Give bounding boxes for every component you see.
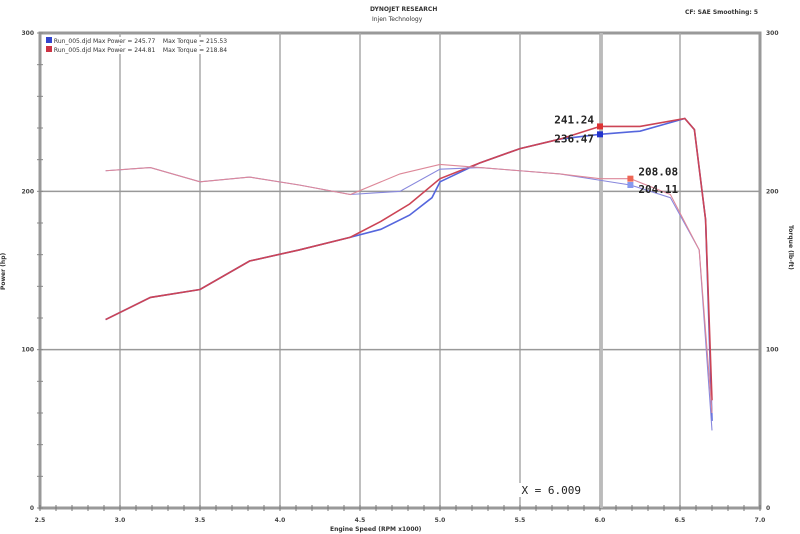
y-tick-label-left: 200 bbox=[21, 188, 34, 195]
data-label: 241.24 bbox=[554, 113, 594, 126]
x-tick-label: 5.5 bbox=[515, 517, 526, 524]
legend-run-blue: Run_005.djd Max Power = 245.77 bbox=[53, 38, 156, 45]
chart-subtitle: Injen Technology bbox=[372, 16, 423, 23]
y-tick-label-right: 200 bbox=[766, 188, 779, 195]
y-axis-right-label: Torque (lb-ft) bbox=[787, 225, 794, 270]
series-line-power-1 bbox=[105, 117, 713, 401]
y-tick-label-left: 300 bbox=[21, 30, 34, 37]
series-line-torque-3 bbox=[105, 163, 713, 414]
chart-title: DYNOJET RESEARCH bbox=[370, 6, 438, 13]
data-marker bbox=[597, 123, 603, 130]
legend-entry-red: Run_005.djd Max Power = 244.81 Max Torqu… bbox=[44, 46, 230, 54]
data-label: 204.11 bbox=[638, 183, 678, 196]
y-tick-label-left: 0 bbox=[30, 505, 34, 512]
legend-run-red: Run_005.djd Max Power = 244.81 bbox=[53, 47, 156, 54]
x-tick-label: 6.0 bbox=[595, 517, 606, 524]
y-tick-label-right: 300 bbox=[766, 30, 779, 37]
data-label: 236.47 bbox=[554, 132, 594, 145]
legend-torque-blue: Max Torque = 215.53 bbox=[162, 38, 228, 45]
legend-swatch-blue bbox=[46, 37, 52, 43]
plot-frame bbox=[38, 31, 762, 510]
x-axis-label: Engine Speed (RPM x1000) bbox=[330, 526, 422, 533]
x-tick-label: 4.5 bbox=[355, 517, 366, 524]
y-axis-left-label: Power (hp) bbox=[0, 252, 7, 290]
legend-swatch-red bbox=[46, 46, 52, 52]
x-tick-label: 6.5 bbox=[675, 517, 686, 524]
legend-entry-blue: Run_005.djd Max Power = 245.77 Max Torqu… bbox=[44, 37, 230, 45]
y-tick-label-left: 100 bbox=[21, 347, 34, 354]
x-tick-label: 4.0 bbox=[275, 517, 286, 524]
legend-torque-red: Max Torque = 218.84 bbox=[162, 47, 228, 54]
data-marker bbox=[597, 131, 603, 138]
settings-label: CF: SAE Smoothing: 5 bbox=[685, 9, 759, 16]
cursor-label-bg bbox=[516, 483, 597, 497]
cursor-label: X = 6.009 bbox=[521, 484, 581, 497]
x-tick-label: 3.0 bbox=[115, 517, 126, 524]
x-tick-label: 2.5 bbox=[35, 517, 46, 524]
y-tick-label-right: 100 bbox=[766, 347, 779, 354]
data-marker bbox=[627, 182, 634, 188]
data-label: 208.08 bbox=[638, 166, 678, 179]
x-tick-label: 5.0 bbox=[435, 517, 446, 524]
y-tick-label-right: 0 bbox=[766, 505, 770, 512]
x-tick-label: 7.0 bbox=[755, 517, 766, 524]
x-tick-label: 3.5 bbox=[195, 517, 206, 524]
data-marker bbox=[627, 175, 634, 182]
